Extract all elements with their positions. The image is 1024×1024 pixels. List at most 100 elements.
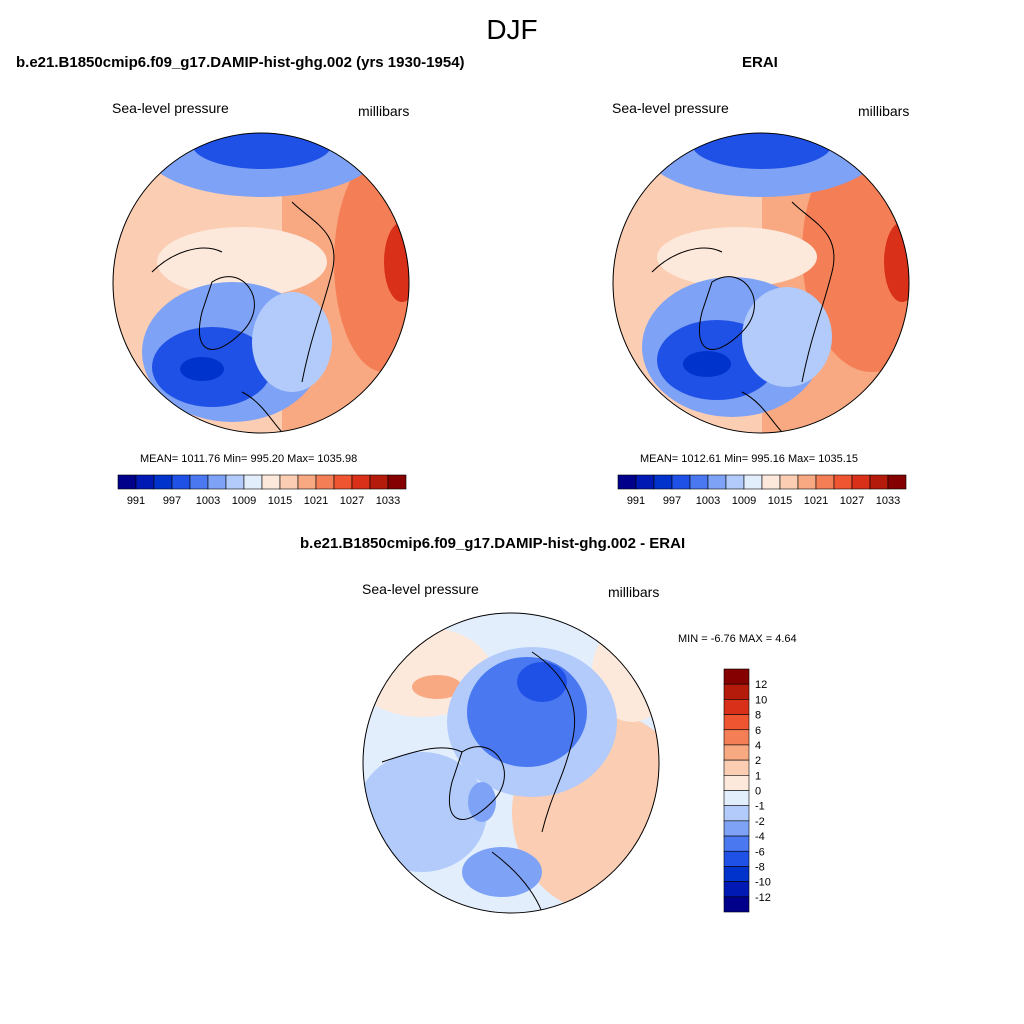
map-boundary [362, 612, 660, 914]
colorbar-swatch [707, 474, 727, 490]
colorbar-swatch [279, 474, 299, 490]
obs-units-label: millibars [858, 103, 910, 119]
colorbar-swatch [851, 474, 871, 490]
diff-variable-label: Sea-level pressure [362, 581, 479, 597]
model-panel-title: b.e21.B1850cmip6.f09_g17.DAMIP-hist-ghg.… [16, 54, 465, 71]
colorbar-swatch [761, 474, 781, 490]
neutral-band [157, 227, 327, 297]
model-stats: MEAN= 1011.76 Min= 995.20 Max= 1035.98 [140, 453, 358, 465]
obs-variable-label: Sea-level pressure [612, 100, 729, 116]
model-units-label: millibars [358, 103, 410, 119]
coastline [381, 747, 463, 763]
colorbar-swatch [723, 820, 750, 837]
colorbar-swatch [261, 474, 281, 490]
colorbar-tick-label: 1015 [768, 495, 792, 507]
obs-colorbar: 991 997 1003 1009 1015 1021 1027 1033 [617, 474, 907, 507]
colorbar-tick-label: 997 [663, 495, 681, 507]
colorbar-swatch [671, 474, 691, 490]
negative-anomaly-min [517, 662, 567, 702]
colorbar-swatch [723, 881, 750, 898]
colorbar-swatch [189, 474, 209, 490]
coastline [531, 651, 576, 833]
colorbar-swatch [797, 474, 817, 490]
colorbar-tick-label: 1003 [696, 495, 720, 507]
colorbar-swatch [171, 474, 191, 490]
colorbar-tick-label: 1033 [376, 495, 400, 507]
colorbar-tick-label: 1009 [232, 495, 256, 507]
colorbar-swatch [723, 744, 750, 761]
colorbar-tick-label: 1021 [304, 495, 328, 507]
low-pressure-min [180, 357, 224, 381]
diff-units-label: millibars [608, 584, 660, 600]
positive-anomaly-northwest-core [412, 675, 462, 699]
high-pressure-max [384, 222, 409, 302]
coastline [291, 201, 335, 383]
colorbar-swatch [723, 850, 750, 867]
negative-anomaly-south [462, 847, 542, 897]
colorbar-tick-label: -6 [755, 846, 765, 858]
colorbar-swatch [653, 474, 673, 490]
colorbar-swatch [833, 474, 853, 490]
model-variable-label: Sea-level pressure [112, 100, 229, 116]
colorbar-tick-label: 2 [755, 755, 761, 767]
colorbar-tick-label: 12 [755, 679, 767, 691]
coastline [491, 851, 543, 913]
negative-anomaly-local [468, 782, 496, 822]
low-pressure-north-core [692, 133, 832, 169]
colorbar-swatch [723, 714, 750, 731]
colorbar-swatch [635, 474, 655, 490]
colorbar-swatch [153, 474, 173, 490]
colorbar-tick-label: -8 [755, 861, 765, 873]
colorbar-swatch [315, 474, 335, 490]
map-boundary [612, 132, 910, 434]
colorbar-swatch [723, 790, 750, 806]
colorbar-tick-label: -12 [755, 892, 771, 904]
coastline [448, 746, 505, 820]
colorbar-tick-label: 1015 [268, 495, 292, 507]
colorbar-tick-label: 1009 [732, 495, 756, 507]
colorbar-tick-label: -4 [755, 831, 765, 843]
coastline [151, 247, 223, 273]
colorbar-swatch [351, 474, 371, 490]
colorbar-swatch [723, 683, 750, 700]
colorbar-swatch [887, 474, 907, 490]
model-colorbar: 991 997 1003 1009 1015 1021 1027 1033 [117, 474, 407, 507]
colorbar-tick-label: 8 [755, 710, 761, 722]
negative-anomaly-west [363, 752, 487, 872]
colorbar-swatch [387, 474, 407, 490]
colorbar-swatch [225, 474, 245, 490]
colorbar-tick-label: 10 [755, 694, 767, 706]
coastline [651, 247, 723, 273]
colorbar-swatch [243, 474, 263, 490]
low-pressure-east [252, 292, 332, 392]
colorbar-tick-label: 1027 [340, 495, 364, 507]
colorbar-swatch [723, 896, 750, 913]
coastline [741, 391, 783, 433]
colorbar-tick-label: 1 [755, 770, 761, 782]
colorbar-tick-label: 1003 [196, 495, 220, 507]
colorbar-swatch [723, 699, 750, 715]
colorbar-tick-label: 997 [163, 495, 181, 507]
colorbar-swatch [869, 474, 889, 490]
coastline [198, 276, 255, 350]
colorbar-tick-label: 4 [755, 740, 761, 752]
colorbar-swatch [723, 668, 750, 685]
colorbar-swatch [743, 474, 763, 490]
colorbar-swatch [207, 474, 227, 490]
coastline [791, 201, 835, 383]
colorbar-swatch [617, 474, 637, 490]
obs-panel-title: ERAI [742, 54, 778, 71]
colorbar-swatch [725, 474, 745, 490]
colorbar-tick-label: 0 [755, 786, 761, 798]
colorbar-swatch [723, 805, 750, 822]
model-slp-map [112, 132, 410, 434]
colorbar-swatch [723, 759, 750, 776]
colorbar-swatch [815, 474, 835, 490]
neutral-band [657, 227, 817, 287]
obs-slp-map [612, 132, 910, 434]
page-title: DJF [486, 14, 538, 45]
colorbar-tick-label: 1033 [876, 495, 900, 507]
colorbar-swatch [779, 474, 799, 490]
colorbar-tick-label: -10 [755, 877, 771, 889]
